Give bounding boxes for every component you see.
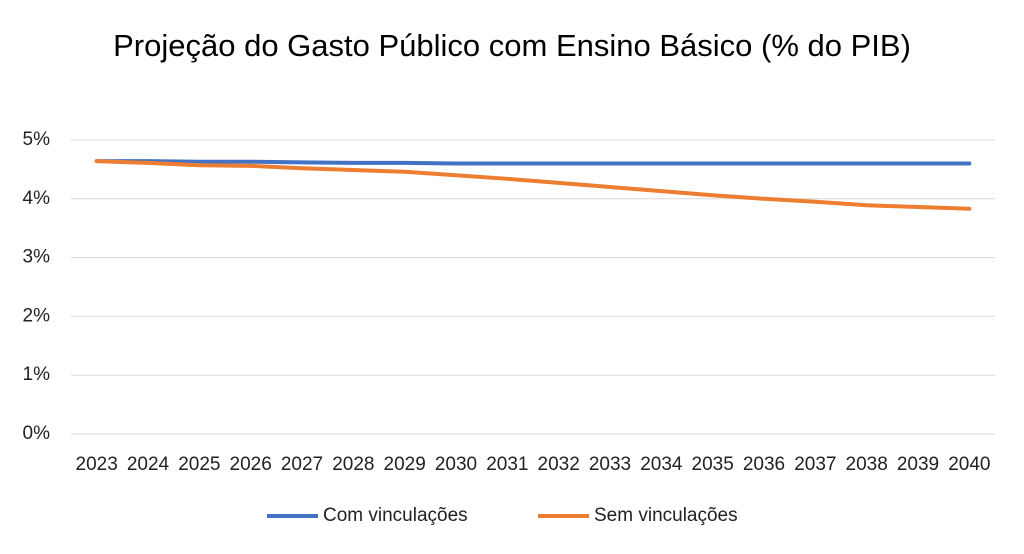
y-tick-label: 3%	[23, 247, 51, 268]
x-tick-label: 2036	[743, 454, 785, 475]
y-tick-label: 2%	[23, 305, 51, 326]
y-tick-label: 1%	[23, 364, 51, 385]
x-tick-label: 2030	[435, 454, 477, 475]
y-tick-label: 4%	[23, 188, 51, 209]
x-tick-label: 2031	[486, 454, 528, 475]
y-tick-label: 5%	[23, 129, 51, 150]
x-tick-label: 2034	[640, 454, 683, 475]
x-tick-label: 2039	[897, 454, 939, 475]
x-tick-label: 2037	[794, 454, 836, 475]
x-tick-label: 2025	[178, 454, 220, 475]
x-tick-label: 2024	[127, 454, 170, 475]
x-tick-label: 2023	[76, 454, 118, 475]
series-line	[94, 159, 972, 211]
x-tick-label: 2038	[846, 454, 888, 475]
legend-label: Com vinculações	[323, 505, 468, 526]
x-tick-label: 2029	[384, 454, 426, 475]
x-tick-label: 2028	[332, 454, 374, 475]
chart-title: Projeção do Gasto Público com Ensino Bás…	[113, 28, 911, 63]
x-tick-label: 2032	[538, 454, 580, 475]
x-tick-label: 2026	[230, 454, 272, 475]
series-line	[94, 159, 972, 166]
x-tick-label: 2040	[948, 454, 990, 475]
x-tick-label: 2027	[281, 454, 323, 475]
y-tick-label: 0%	[23, 423, 51, 444]
x-tick-label: 2033	[589, 454, 631, 475]
x-tick-label: 2035	[692, 454, 734, 475]
legend-label: Sem vinculações	[594, 505, 738, 526]
